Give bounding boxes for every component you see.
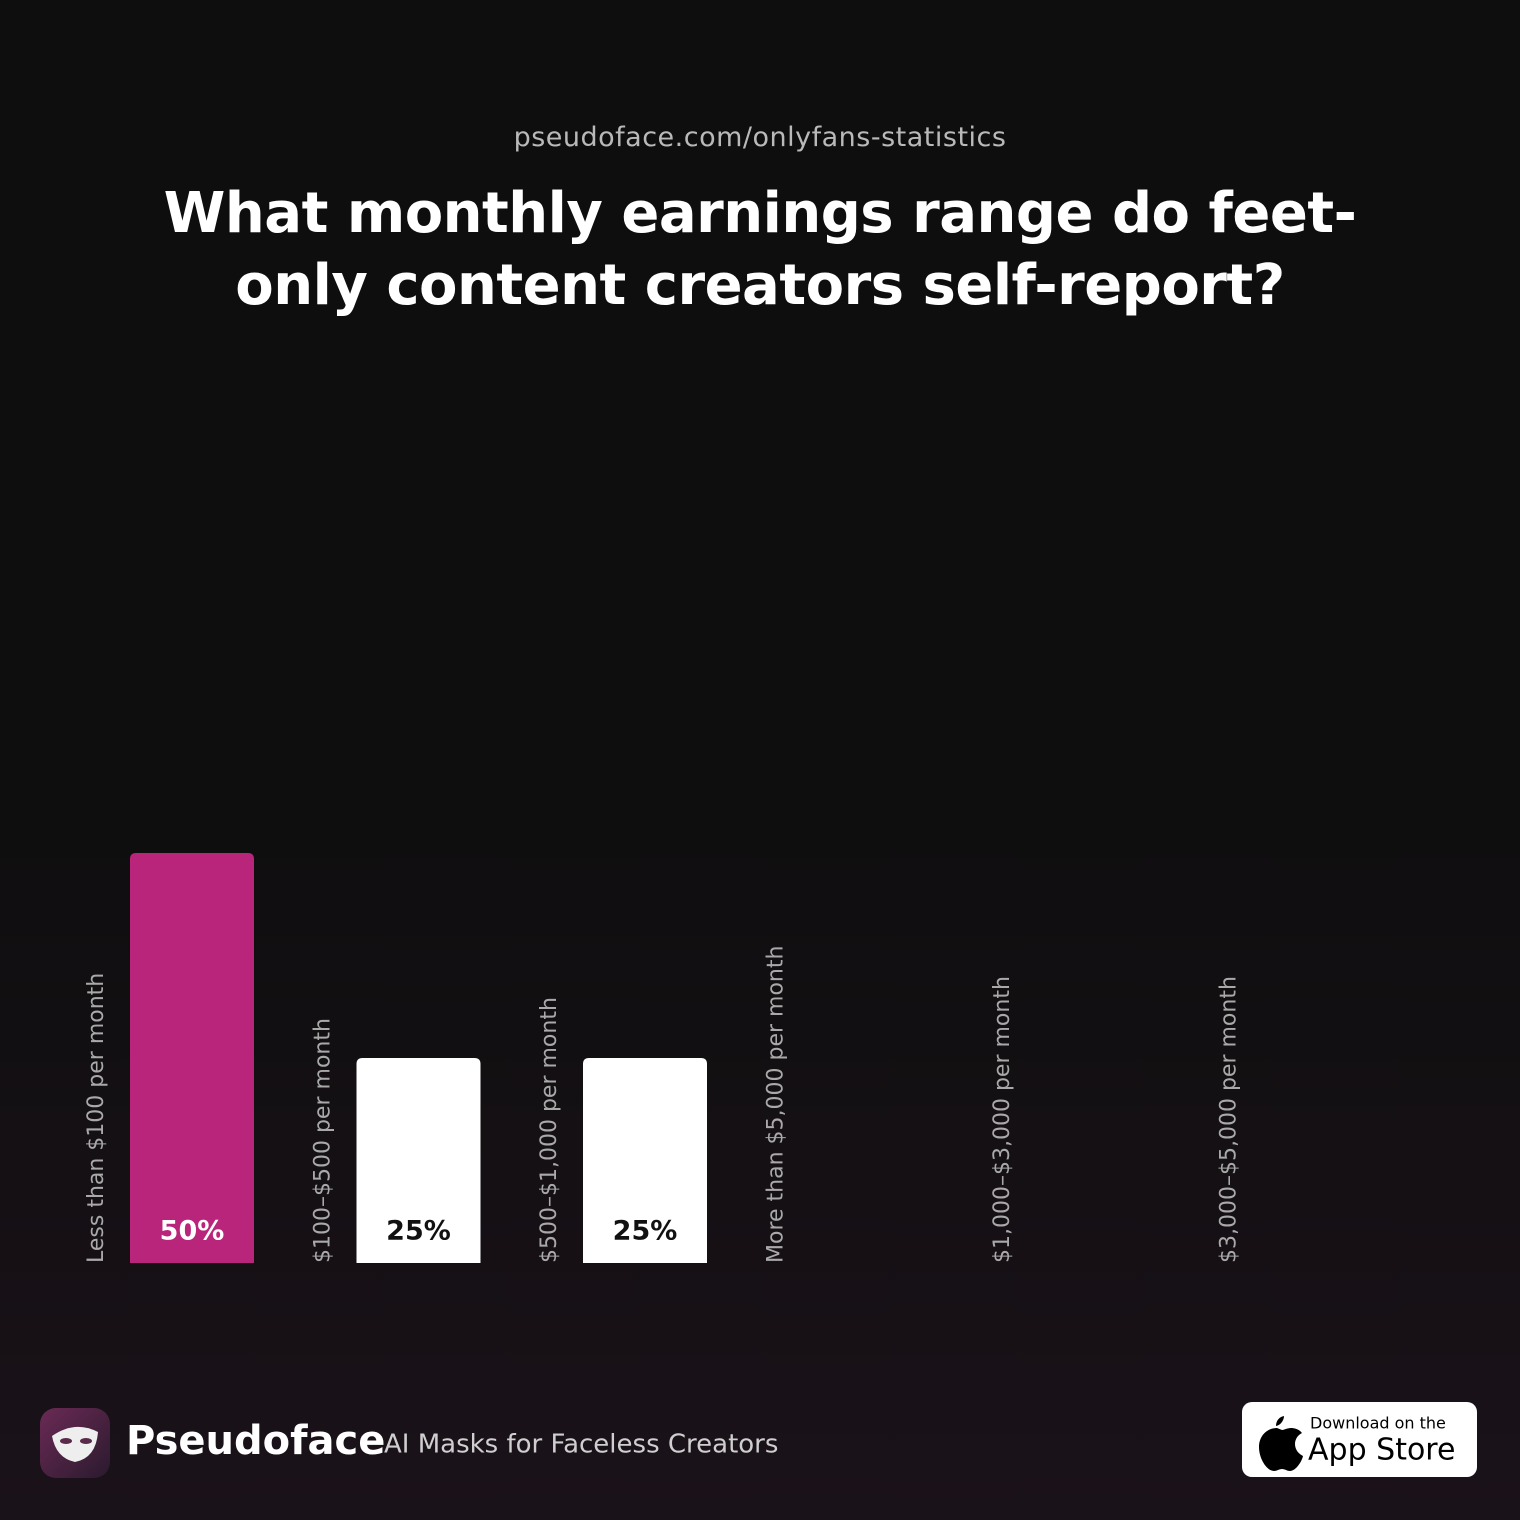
value-label: 50% [160, 1216, 225, 1247]
x-tick-label: $500–$1,000 per month [537, 997, 562, 1263]
x-tick-label: $1,000–$3,000 per month [990, 976, 1015, 1263]
value-label: 25% [386, 1216, 451, 1247]
x-tick-label: $3,000–$5,000 per month [1217, 976, 1242, 1263]
bar [130, 853, 254, 1263]
bar [356, 1058, 481, 1263]
mask-eye [80, 1438, 92, 1444]
mask-shape [52, 1426, 98, 1462]
badge-small-text: Download on the [1310, 1414, 1446, 1433]
chart-title: What monthly earnings range do feet-only… [163, 181, 1357, 318]
brand-name: Pseudoface [126, 1418, 385, 1464]
badge-large-text: App Store [1308, 1433, 1455, 1468]
x-tick-label: Less than $100 per month [84, 973, 109, 1263]
x-tick-label: More than $5,000 per month [764, 946, 789, 1263]
apple-logo [1259, 1416, 1303, 1471]
tagline: AI Masks for Faceless Creators [384, 1430, 778, 1460]
x-tick-label: $100–$500 per month [311, 1018, 336, 1263]
value-label: 25% [613, 1216, 678, 1247]
bar [583, 1058, 707, 1263]
source-url: pseudoface.com/onlyfans-statistics [513, 122, 1007, 153]
mask-eye [60, 1438, 72, 1444]
